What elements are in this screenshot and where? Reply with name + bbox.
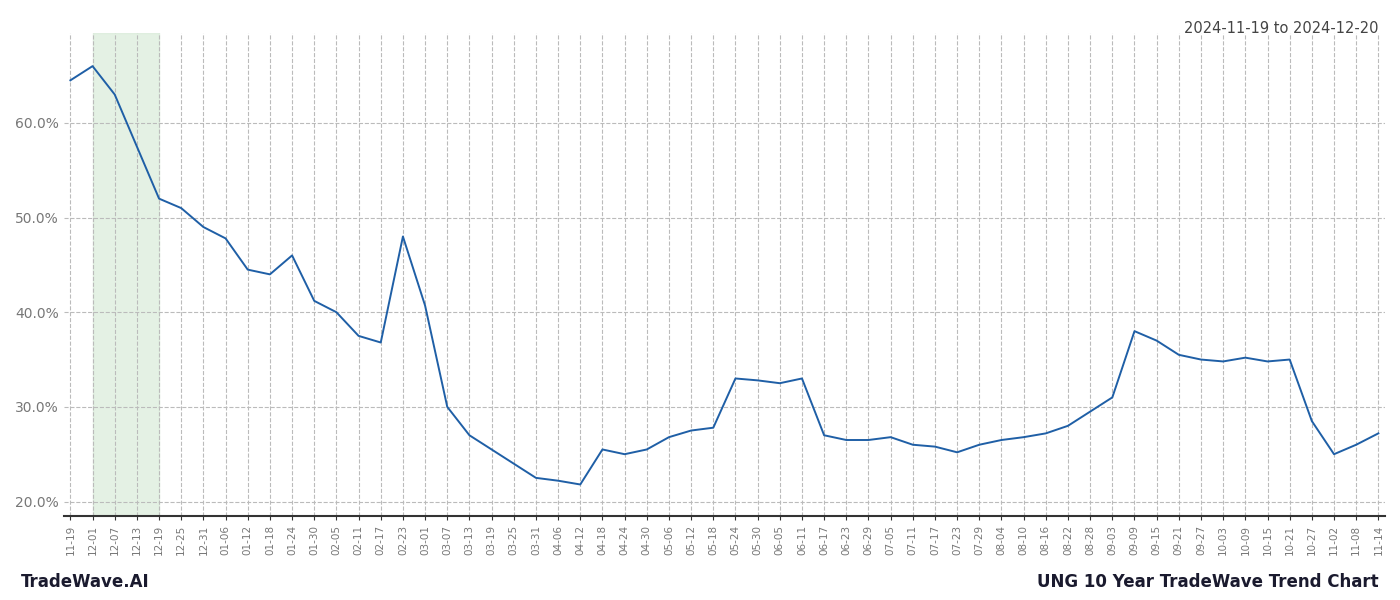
Text: TradeWave.AI: TradeWave.AI [21,573,150,591]
Text: UNG 10 Year TradeWave Trend Chart: UNG 10 Year TradeWave Trend Chart [1037,573,1379,591]
Text: 2024-11-19 to 2024-12-20: 2024-11-19 to 2024-12-20 [1184,21,1379,36]
Bar [92,33,160,516]
